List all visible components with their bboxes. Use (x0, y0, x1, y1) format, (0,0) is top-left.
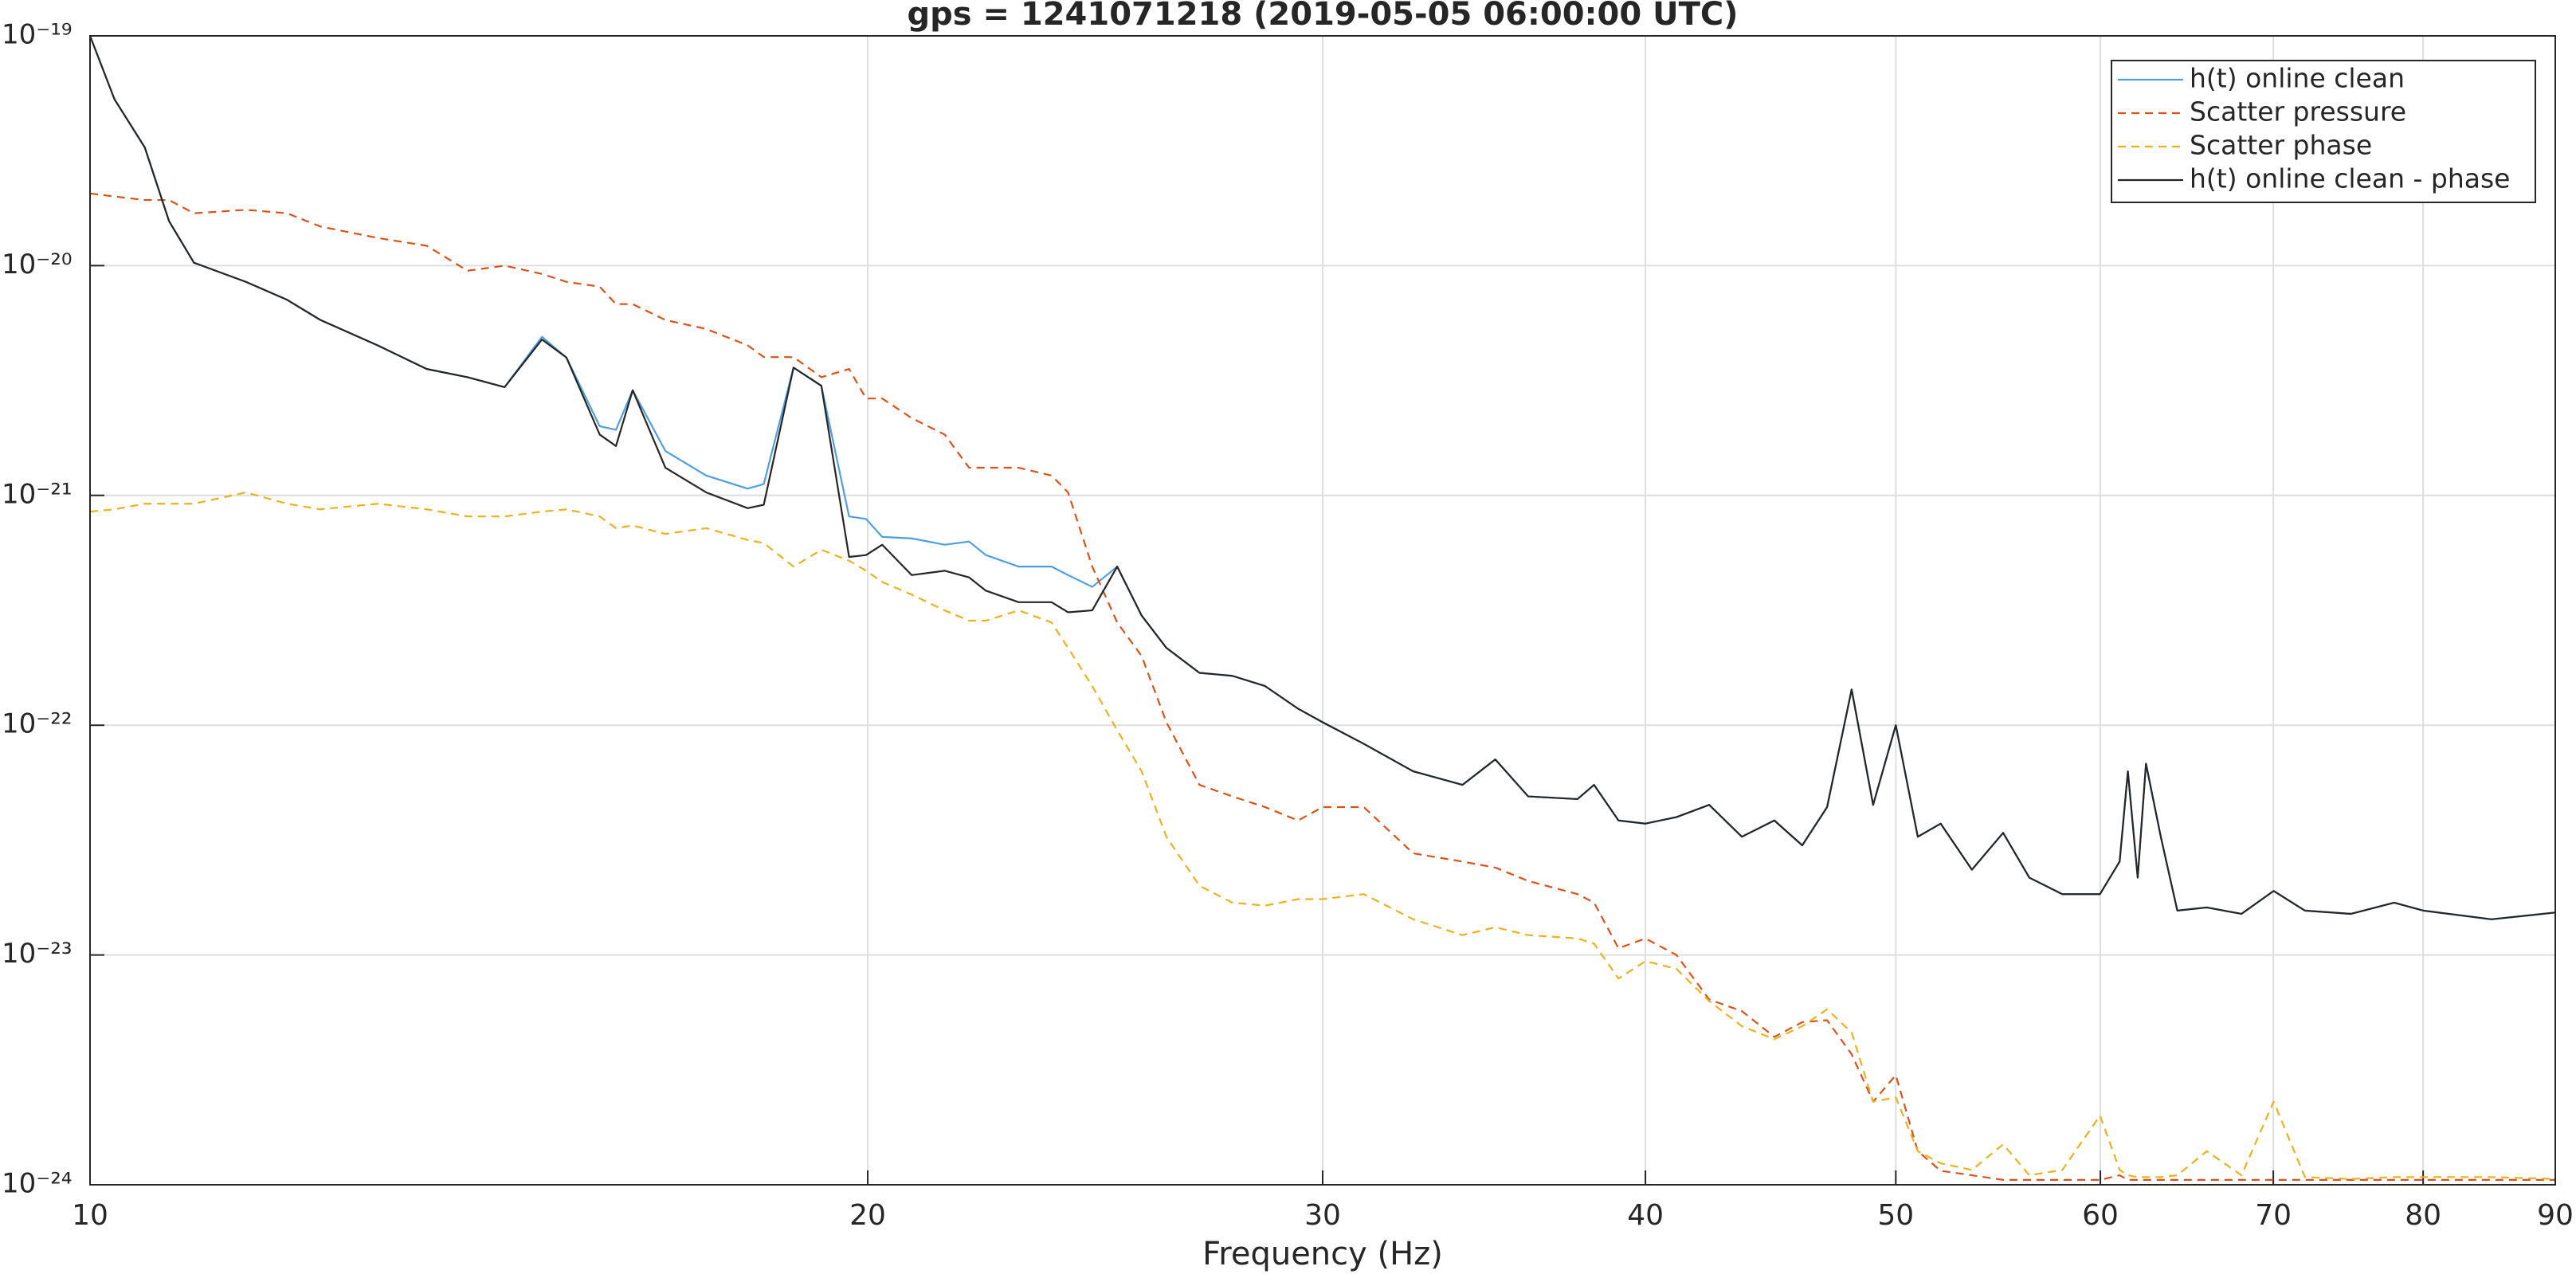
x-tick-label: 30 (1304, 1199, 1341, 1232)
x-tick-label: 50 (1877, 1199, 1914, 1232)
series-line (90, 492, 2555, 1180)
legend-label: Scatter pressure (2190, 96, 2406, 127)
axes-box (89, 35, 2556, 1186)
y-tick-label: 10⁻²⁴ (2, 1168, 72, 1200)
plot-area (90, 36, 2555, 1181)
x-axis-label: Frequency (Hz) (1202, 1236, 1443, 1272)
chart-title: gps = 1241071218 (2019-05-05 06:00:00 UT… (907, 0, 1738, 33)
y-tick-label: 10⁻²³ (2, 938, 72, 970)
legend-label: h(t) online clean (2190, 63, 2405, 94)
x-tick-label: 70 (2255, 1199, 2292, 1232)
x-tick-label: 40 (1627, 1199, 1664, 1232)
y-tick-label: 10⁻²⁰ (2, 249, 72, 280)
y-tick-label: 10⁻²¹ (2, 478, 72, 510)
x-tick-label: 80 (2405, 1199, 2441, 1232)
y-tick-label: 10⁻¹⁹ (2, 19, 72, 51)
x-tick-label: 10 (72, 1199, 108, 1232)
x-tick-label: 60 (2082, 1199, 2119, 1232)
x-tick-label: 90 (2537, 1199, 2574, 1232)
legend-box (2111, 60, 2536, 203)
y-tick-label: 10⁻²² (2, 708, 72, 740)
x-tick-label: 20 (849, 1199, 886, 1232)
legend-label: h(t) online clean - phase (2190, 163, 2510, 194)
series-line (90, 192, 2555, 1181)
legend-label: Scatter phase (2190, 130, 2372, 161)
series-line (90, 36, 2555, 920)
